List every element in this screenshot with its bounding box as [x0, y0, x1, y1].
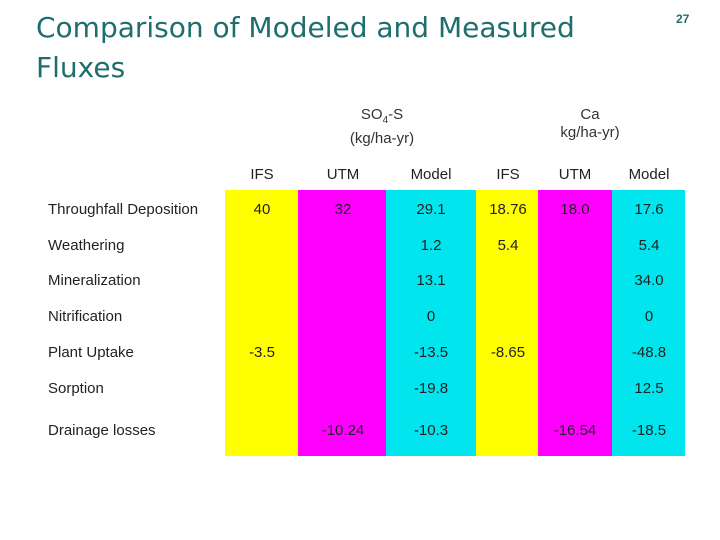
table-cell: 18.76	[489, 201, 527, 218]
column-header-model-so4: Model	[410, 166, 452, 183]
column-bg-ifs-ca	[476, 190, 538, 456]
table-cell: 12.5	[634, 380, 664, 397]
column-header-utm-ca: UTM	[558, 166, 592, 183]
ca-label: Ca	[580, 106, 600, 123]
row-label: Plant Uptake	[48, 344, 134, 361]
table-cell: 17.6	[634, 201, 664, 218]
column-header-ifs-so4: IFS	[250, 166, 274, 183]
column-bg-model-so4	[386, 190, 476, 456]
table-cell: 29.1	[416, 201, 446, 218]
row-label: Throughfall Deposition	[48, 201, 199, 218]
table-cell: 40	[253, 201, 271, 218]
table-cell: 1.2	[420, 237, 442, 254]
column-bg-utm-ca	[538, 190, 612, 456]
table-cell: -16.54	[553, 422, 597, 439]
table-cell: -48.8	[631, 344, 667, 361]
table-cell: 18.0	[560, 201, 590, 218]
table-cell: 0	[644, 308, 654, 325]
table-cell: -3.5	[249, 344, 275, 361]
ca-units: kg/ha-yr)	[560, 124, 620, 141]
column-header-model-ca: Model	[628, 166, 670, 183]
page-title: Comparison of Modeled and Measured Fluxe…	[36, 11, 575, 84]
page-number: 27	[676, 12, 690, 26]
table-cell: 5.4	[497, 237, 519, 254]
table-cell: -8.65	[490, 344, 526, 361]
so4-label-sub: 4	[382, 115, 389, 126]
table-cell: -18.5	[631, 422, 667, 439]
table-cell: 32	[334, 201, 352, 218]
table-cell: 5.4	[638, 237, 660, 254]
row-label: Sorption	[48, 380, 104, 397]
table-cell: 0	[426, 308, 436, 325]
table-cell: -19.8	[413, 380, 449, 397]
group-header-so4: SO4-S (kg/ha-yr)	[302, 106, 462, 148]
table-cell: 13.1	[416, 272, 446, 289]
column-bg-utm-so4	[298, 190, 386, 456]
table-cell: -13.5	[413, 344, 449, 361]
row-label: Drainage losses	[48, 422, 156, 439]
row-label: Mineralization	[48, 272, 141, 289]
column-header-utm-so4: UTM	[326, 166, 360, 183]
column-bg-model-ca	[612, 190, 685, 456]
group-header-ca: Ca kg/ha-yr)	[510, 106, 670, 142]
column-header-ifs-ca: IFS	[496, 166, 520, 183]
so4-label-tail: -S	[388, 106, 404, 123]
row-label: Weathering	[48, 237, 125, 254]
so4-units: (kg/ha-yr)	[349, 130, 415, 147]
column-bg-ifs-so4	[225, 190, 298, 456]
table-cell: -10.24	[321, 422, 365, 439]
so4-label-main: SO	[360, 106, 383, 123]
table-cell: -10.3	[413, 422, 449, 439]
table-cell: 34.0	[634, 272, 664, 289]
row-label: Nitrification	[48, 308, 123, 325]
